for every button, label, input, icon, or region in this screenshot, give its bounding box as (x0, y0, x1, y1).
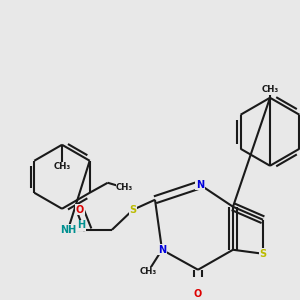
Text: CH₃: CH₃ (261, 85, 279, 94)
Text: N: N (196, 180, 204, 190)
Text: H: H (77, 220, 86, 230)
Text: O: O (76, 205, 84, 215)
Text: CH₃: CH₃ (53, 162, 70, 171)
Text: S: S (260, 249, 267, 259)
Text: N: N (158, 245, 166, 255)
Text: O: O (194, 289, 202, 299)
Text: CH₃: CH₃ (116, 183, 133, 192)
Text: NH: NH (60, 225, 76, 235)
Text: CH₃: CH₃ (140, 267, 157, 276)
Text: S: S (129, 205, 137, 215)
